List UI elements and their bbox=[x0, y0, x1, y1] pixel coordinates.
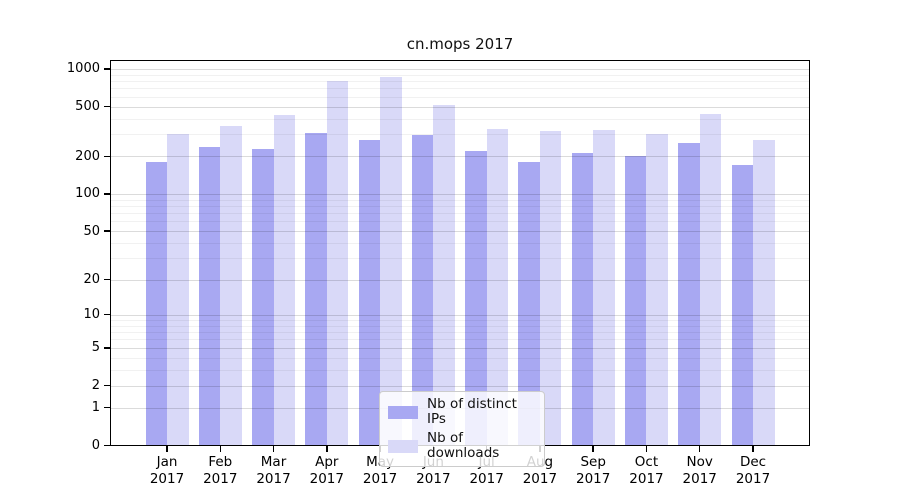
x-tick-label-feb: Feb 2017 bbox=[203, 453, 238, 487]
y-tick-label-5: 5 bbox=[91, 340, 100, 356]
x-tick-label-jan: Jan 2017 bbox=[149, 453, 185, 487]
bar-distinct-ips-sep bbox=[571, 152, 594, 446]
y-tick-label-0: 0 bbox=[91, 438, 100, 453]
y-tick-1000 bbox=[104, 68, 110, 70]
gridline-700 bbox=[110, 88, 810, 90]
x-tick-label-apr: Apr 2017 bbox=[309, 453, 344, 487]
bar-downloads-apr bbox=[326, 81, 349, 446]
y-tick-50 bbox=[104, 230, 110, 232]
legend-label-downloads: Nb of downloads bbox=[427, 430, 500, 461]
gridline-1000 bbox=[110, 68, 810, 70]
bar-downloads-jun bbox=[433, 104, 455, 446]
y-tick-label-2: 2 bbox=[91, 378, 100, 394]
y-tick-10 bbox=[104, 314, 110, 316]
y-tick-100 bbox=[104, 193, 110, 195]
y-tick-label-20: 20 bbox=[83, 272, 100, 288]
bar-downloads-jan bbox=[167, 134, 189, 446]
x-tick-mar bbox=[272, 445, 275, 452]
x-tick-label-oct: Oct 2017 bbox=[629, 453, 664, 487]
bar-downloads-jul bbox=[486, 129, 509, 446]
y-tick-20 bbox=[104, 278, 110, 281]
bar-downloads-feb bbox=[220, 126, 242, 446]
legend: Nb of distinct IPs Nb of downloads bbox=[379, 391, 545, 467]
y-tick-label-1000: 1000 bbox=[66, 61, 100, 77]
legend-entry-distinct-ips: Nb of distinct IPs bbox=[388, 397, 536, 427]
x-tick-label-dec: Dec 2017 bbox=[735, 453, 771, 487]
bar-downloads-sep bbox=[593, 130, 615, 446]
gridline-900 bbox=[110, 74, 810, 76]
bar-distinct-ips-jun bbox=[411, 135, 434, 446]
bar-distinct-ips-apr bbox=[305, 132, 327, 446]
x-tick-label-nov: Nov 2017 bbox=[682, 453, 717, 487]
bar-downloads-mar bbox=[273, 114, 296, 446]
legend-swatch-downloads bbox=[388, 439, 418, 453]
gridline-800 bbox=[110, 81, 810, 83]
y-tick-label-200: 200 bbox=[75, 148, 100, 164]
y-tick-1 bbox=[104, 407, 110, 409]
bar-distinct-ips-jul bbox=[465, 151, 487, 446]
y-tick-label-100: 100 bbox=[75, 186, 100, 202]
y-tick-500 bbox=[104, 105, 110, 108]
bar-distinct-ips-feb bbox=[198, 146, 221, 446]
bar-distinct-ips-aug bbox=[518, 162, 540, 446]
y-tick-0 bbox=[104, 444, 110, 447]
bar-downloads-may bbox=[380, 77, 402, 446]
x-tick-feb bbox=[219, 445, 221, 452]
bar-distinct-ips-jan bbox=[145, 162, 167, 446]
y-tick-label-500: 500 bbox=[75, 99, 100, 115]
y-tick-label-50: 50 bbox=[83, 223, 100, 239]
legend-swatch-distinct-ips bbox=[388, 405, 418, 419]
x-tick-apr bbox=[326, 445, 328, 452]
bar-distinct-ips-dec bbox=[731, 165, 753, 446]
y-tick-label-10: 10 bbox=[83, 307, 100, 323]
gridline-600 bbox=[110, 96, 810, 98]
chart-title: cn.mops 2017 bbox=[406, 35, 514, 53]
y-tick-2 bbox=[104, 384, 110, 387]
x-tick-nov bbox=[699, 445, 701, 452]
legend-label-distinct-ips: Nb of distinct IPs bbox=[427, 396, 517, 427]
x-tick-sep bbox=[592, 445, 594, 452]
bar-distinct-ips-may bbox=[358, 140, 381, 446]
bar-downloads-dec bbox=[753, 140, 775, 446]
bar-downloads-aug bbox=[539, 130, 562, 446]
bar-downloads-nov bbox=[699, 114, 722, 446]
gridline-500 bbox=[110, 106, 810, 108]
x-tick-label-sep: Sep 2017 bbox=[575, 453, 611, 487]
x-tick-dec bbox=[752, 445, 754, 452]
legend-entry-downloads: Nb of downloads bbox=[388, 431, 536, 461]
bar-downloads-oct bbox=[646, 134, 668, 446]
bar-distinct-ips-oct bbox=[624, 156, 647, 446]
x-tick-oct bbox=[645, 445, 648, 452]
x-tick-jan bbox=[166, 445, 168, 452]
y-tick-label-1: 1 bbox=[91, 400, 100, 416]
x-tick-label-mar: Mar 2017 bbox=[256, 453, 291, 487]
bar-distinct-ips-mar bbox=[252, 148, 274, 446]
y-tick-200 bbox=[104, 155, 110, 158]
bar-distinct-ips-nov bbox=[678, 143, 700, 446]
y-tick-5 bbox=[104, 347, 110, 349]
